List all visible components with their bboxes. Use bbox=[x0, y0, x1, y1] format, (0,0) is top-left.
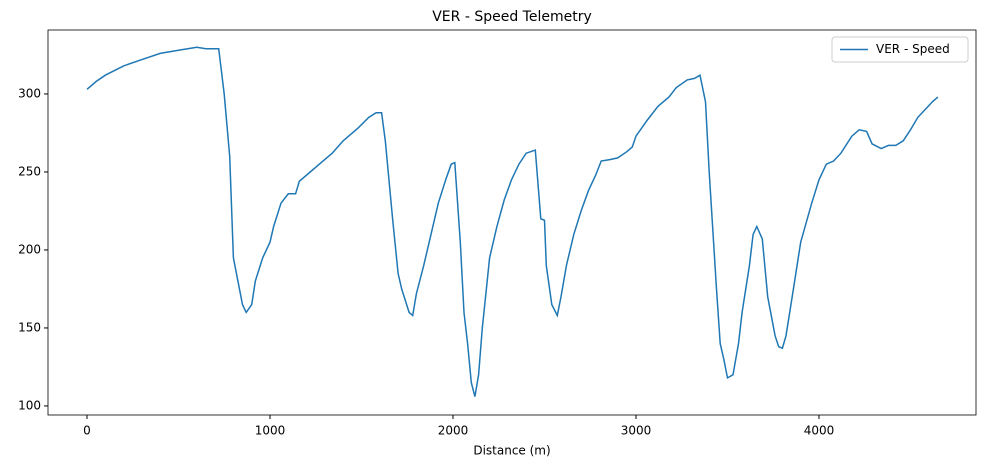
x-tick-label: 4000 bbox=[804, 424, 835, 438]
line bbox=[86, 46, 939, 397]
y-tick-label: 100 bbox=[18, 398, 41, 412]
x-tick-label: 1000 bbox=[255, 424, 286, 438]
x-axis-label: Distance (m) bbox=[473, 444, 550, 458]
y-tick-label: 250 bbox=[18, 164, 41, 178]
x-tick-label: 0 bbox=[83, 424, 91, 438]
x-tick-label: 3000 bbox=[621, 424, 652, 438]
chart-title: VER - Speed Telemetry bbox=[432, 9, 592, 25]
legend-label: VER - Speed bbox=[876, 42, 950, 56]
legend-box bbox=[831, 36, 969, 63]
y-tick-label: 300 bbox=[18, 86, 41, 100]
x-tick-label: 2000 bbox=[438, 424, 469, 438]
plot-frame bbox=[47, 29, 977, 416]
y-tick-label: 200 bbox=[18, 242, 41, 256]
y-tick-label: 150 bbox=[18, 320, 41, 334]
